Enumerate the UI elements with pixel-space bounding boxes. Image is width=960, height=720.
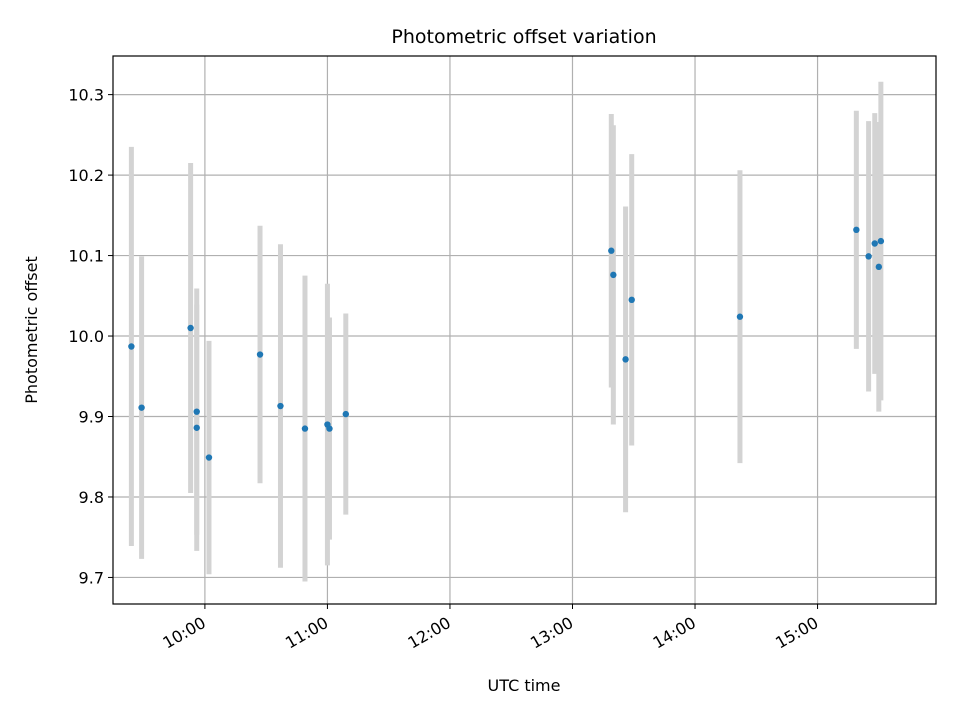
y-tick-label: 10.0: [68, 327, 104, 346]
plot-frame: [112, 55, 937, 605]
data-point: [622, 356, 629, 363]
data-point: [301, 425, 309, 432]
data-point: [736, 313, 744, 320]
y-axis-label: Photometric offset: [22, 256, 41, 404]
y-tick-label: 10.3: [68, 86, 104, 105]
x-tick-label: 15:00: [772, 613, 821, 653]
axis-ticks: 10:00 11:00 12:00 13:00 14:00 15:00 9.7 9.8 9.9 1…: [68, 86, 821, 653]
data-point: [193, 408, 200, 415]
data-point: [871, 240, 878, 247]
data-point: [853, 226, 860, 234]
x-tick-label: 13:00: [527, 613, 576, 653]
data-points: [128, 226, 885, 461]
data-point: [326, 425, 333, 432]
data-point: [277, 402, 284, 410]
chart-title: Photometric offset variation: [391, 26, 656, 48]
y-tick-label: 9.7: [79, 568, 104, 587]
x-tick-label: 14:00: [650, 613, 699, 653]
y-tick-label: 9.8: [79, 488, 104, 507]
error-bars: [128, 81, 884, 582]
data-point: [610, 271, 617, 279]
data-point: [128, 343, 135, 350]
y-tick-label: 9.9: [79, 408, 104, 427]
data-point: [187, 324, 194, 332]
data-point: [875, 263, 883, 271]
data-point: [608, 247, 615, 254]
data-point: [865, 253, 872, 260]
grid-lines: [113, 56, 936, 604]
data-point: [205, 454, 213, 461]
x-tick-label: 12:00: [405, 613, 454, 653]
x-axis-label: UTC time: [488, 676, 561, 695]
data-point: [877, 237, 885, 245]
data-point: [628, 296, 635, 304]
data-point: [193, 424, 200, 431]
x-tick-label: 11:00: [282, 613, 331, 653]
x-tick-label: 10:00: [159, 613, 208, 653]
y-tick-label: 10.1: [68, 247, 104, 266]
data-point: [342, 410, 350, 418]
y-tick-label: 10.2: [68, 166, 104, 185]
data-point: [256, 351, 264, 358]
data-point: [138, 404, 145, 411]
